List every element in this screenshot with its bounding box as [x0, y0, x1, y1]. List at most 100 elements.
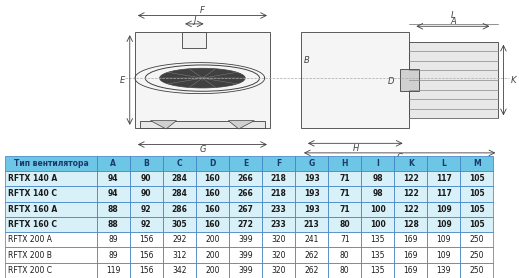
Bar — [262, 156, 295, 171]
Bar — [427, 171, 460, 186]
Text: 312: 312 — [172, 250, 186, 260]
Bar — [163, 171, 196, 186]
Bar — [130, 232, 163, 247]
Bar — [460, 217, 494, 232]
Bar — [163, 247, 196, 263]
Text: RFTX 200 C: RFTX 200 C — [8, 266, 52, 275]
Bar — [361, 247, 394, 263]
Bar — [295, 232, 328, 247]
Bar — [361, 171, 394, 186]
Text: 284: 284 — [171, 174, 187, 183]
Bar — [295, 171, 328, 186]
Text: 109: 109 — [436, 205, 452, 214]
Text: 135: 135 — [371, 235, 385, 244]
Text: 71: 71 — [339, 174, 350, 183]
Text: 200: 200 — [205, 235, 220, 244]
Text: RFTX 140 A: RFTX 140 A — [8, 174, 57, 183]
Text: 98: 98 — [373, 174, 383, 183]
Text: 100: 100 — [370, 205, 386, 214]
Text: 92: 92 — [141, 220, 152, 229]
Text: 262: 262 — [305, 250, 319, 260]
Bar — [361, 217, 394, 232]
Bar — [262, 202, 295, 217]
Text: RFTX 140 C: RFTX 140 C — [8, 189, 57, 198]
Text: H: H — [353, 144, 359, 153]
Text: 105: 105 — [469, 174, 485, 183]
Bar — [427, 217, 460, 232]
Text: 117: 117 — [436, 189, 452, 198]
Bar — [97, 186, 130, 202]
Bar — [97, 156, 130, 171]
Text: 266: 266 — [238, 174, 253, 183]
Circle shape — [160, 68, 245, 88]
Bar — [229, 202, 262, 217]
Bar — [163, 202, 196, 217]
Bar — [5, 263, 97, 278]
Bar — [400, 69, 419, 91]
Text: 160: 160 — [204, 189, 221, 198]
Bar — [394, 171, 427, 186]
Bar — [5, 217, 97, 232]
Text: 80: 80 — [339, 220, 350, 229]
Bar — [196, 217, 229, 232]
Text: 105: 105 — [469, 205, 485, 214]
Text: 262: 262 — [305, 266, 319, 275]
Bar — [427, 156, 460, 171]
Bar — [97, 202, 130, 217]
Text: 92: 92 — [141, 205, 152, 214]
Text: E: E — [243, 159, 248, 168]
Bar — [262, 186, 295, 202]
Text: RFTX 160 C: RFTX 160 C — [8, 220, 57, 229]
Bar — [361, 263, 394, 278]
Bar — [262, 232, 295, 247]
Bar — [229, 217, 262, 232]
Text: 100: 100 — [370, 220, 386, 229]
Text: 117: 117 — [436, 174, 452, 183]
Text: 193: 193 — [304, 189, 320, 198]
Bar — [262, 217, 295, 232]
Text: 160: 160 — [204, 205, 221, 214]
Text: 305: 305 — [172, 220, 187, 229]
Bar — [295, 202, 328, 217]
Text: 109: 109 — [436, 235, 451, 244]
Bar — [130, 171, 163, 186]
Bar — [163, 263, 196, 278]
Bar — [301, 32, 409, 128]
Bar — [262, 263, 295, 278]
Text: 160: 160 — [204, 174, 221, 183]
Bar — [394, 247, 427, 263]
Bar — [229, 263, 262, 278]
Text: 286: 286 — [171, 205, 187, 214]
Bar — [196, 156, 229, 171]
Bar — [427, 232, 460, 247]
Bar — [295, 156, 328, 171]
Text: G: G — [308, 159, 315, 168]
Text: 218: 218 — [270, 189, 286, 198]
Text: C: C — [176, 159, 182, 168]
Bar — [262, 247, 295, 263]
Bar — [196, 202, 229, 217]
Bar — [97, 171, 130, 186]
Text: 89: 89 — [108, 250, 118, 260]
Text: H: H — [342, 159, 348, 168]
Bar — [328, 263, 361, 278]
Bar — [163, 156, 196, 171]
Bar — [460, 247, 494, 263]
Bar — [460, 186, 494, 202]
Bar — [394, 202, 427, 217]
Text: 399: 399 — [238, 235, 253, 244]
Bar — [5, 156, 97, 171]
Bar — [196, 247, 229, 263]
Text: 98: 98 — [373, 189, 383, 198]
Text: M: M — [473, 159, 481, 168]
Bar — [361, 232, 394, 247]
Text: L: L — [442, 159, 446, 168]
Bar — [5, 186, 97, 202]
Text: 122: 122 — [403, 205, 419, 214]
Text: 218: 218 — [270, 174, 286, 183]
Bar — [394, 186, 427, 202]
Text: 233: 233 — [271, 205, 286, 214]
Bar — [262, 171, 295, 186]
Text: 128: 128 — [403, 220, 419, 229]
Text: RFTX 200 B: RFTX 200 B — [8, 250, 51, 260]
